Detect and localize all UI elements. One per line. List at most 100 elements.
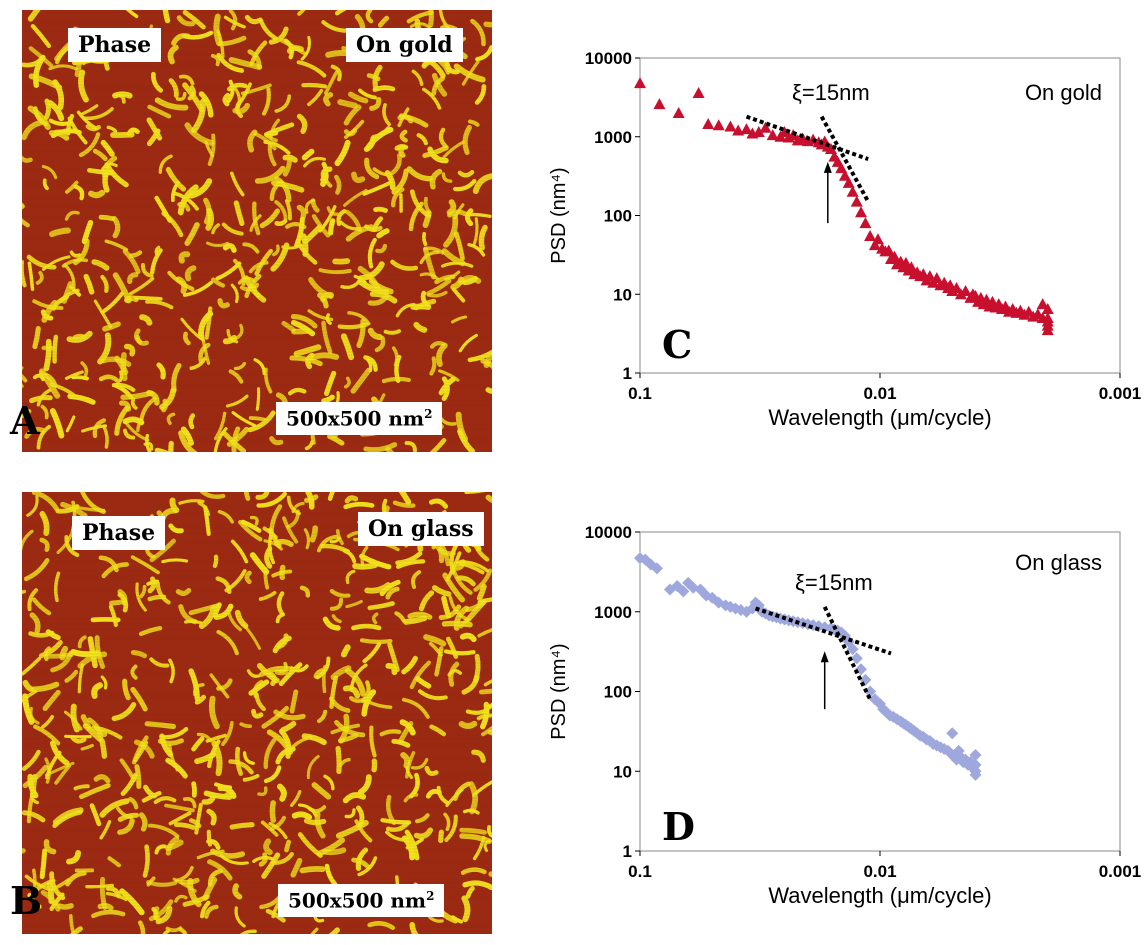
data-point	[634, 77, 646, 88]
afm-domain	[468, 888, 472, 896]
phase-label-a: Phase	[68, 28, 161, 62]
afm-domain	[164, 213, 182, 235]
afm-domain	[305, 530, 308, 548]
afm-domain	[22, 207, 28, 225]
afm-domain	[163, 729, 186, 737]
afm-domain	[304, 236, 306, 254]
afm-domain	[308, 756, 318, 777]
afm-domain	[76, 786, 88, 788]
substrate-label-a: On gold	[346, 28, 463, 62]
afm-domain	[83, 106, 97, 114]
afm-domain	[156, 798, 175, 802]
scale-label-b: 500x500 nm2	[278, 884, 444, 917]
xi-annotation: ξ=15nm	[792, 80, 870, 105]
afm-domain	[327, 866, 335, 884]
afm-domain	[73, 377, 87, 378]
afm-domain	[123, 775, 135, 793]
afm-domain	[130, 275, 136, 282]
afm-domain	[328, 53, 345, 55]
afm-domain	[308, 492, 312, 507]
afm-domain	[407, 443, 415, 451]
afm-domain	[32, 615, 38, 631]
afm-domain	[405, 795, 416, 801]
afm-domain	[462, 724, 475, 726]
afm-domain	[292, 792, 300, 806]
arrow-head	[824, 162, 832, 173]
afm-domain	[187, 225, 197, 243]
y-tick-label: 1	[623, 364, 632, 383]
afm-domain	[325, 776, 333, 788]
afm-domain	[174, 366, 179, 391]
afm-domain	[170, 660, 173, 681]
afm-domain	[45, 692, 58, 708]
afm-domain	[184, 33, 211, 38]
y-tick-label: 10000	[585, 49, 632, 68]
afm-domain	[376, 209, 386, 210]
afm-domain	[404, 658, 416, 671]
arrow-head	[821, 651, 829, 662]
afm-domain	[342, 281, 359, 287]
y-tick-label: 100	[604, 683, 632, 702]
afm-domain	[172, 501, 176, 511]
data-point	[946, 727, 958, 739]
afm-domain	[374, 128, 389, 137]
afm-domain	[416, 325, 424, 330]
afm-domain	[474, 780, 492, 795]
afm-domain	[185, 334, 188, 343]
afm-domain	[340, 102, 355, 105]
data-point	[702, 118, 714, 129]
data-point	[864, 230, 876, 241]
afm-domain	[28, 497, 37, 516]
afm-domain	[472, 21, 483, 44]
afm-domain	[233, 541, 247, 561]
afm-domain	[394, 348, 397, 365]
afm-domain	[355, 565, 375, 567]
afm-domain	[446, 217, 455, 245]
afm-domain	[22, 531, 32, 553]
afm-domain	[280, 787, 284, 799]
fit-line	[825, 607, 870, 699]
y-tick-label: 1000	[594, 128, 632, 147]
afm-domain	[92, 806, 99, 824]
x-axis-label: Wavelength (μm/cycle)	[768, 883, 991, 908]
panel-letter: D	[662, 804, 695, 849]
afm-domain	[76, 187, 82, 199]
afm-domain	[186, 621, 201, 622]
afm-domain	[426, 637, 443, 644]
afm-domain	[465, 128, 469, 153]
substrate-annotation: On glass	[1015, 550, 1102, 575]
afm-domain	[344, 336, 351, 357]
y-axis-label: PSD (nm⁴)	[548, 643, 570, 739]
afm-domain	[22, 851, 23, 855]
data-point	[673, 107, 685, 118]
afm-domain	[114, 705, 133, 719]
afm-domain	[227, 396, 247, 406]
x-tick-label: 0.01	[863, 384, 896, 403]
afm-domain	[125, 681, 129, 698]
afm-domain	[443, 263, 472, 266]
afm-domain	[120, 821, 132, 833]
afm-domain	[212, 699, 217, 727]
afm-domain	[34, 600, 49, 613]
afm-domain	[455, 181, 474, 189]
afm-domain	[327, 373, 334, 393]
afm-domain	[250, 132, 255, 150]
afm-domain	[108, 127, 115, 131]
afm-domain	[346, 378, 349, 386]
afm-domain	[53, 411, 62, 436]
afm-domain	[50, 884, 52, 901]
afm-domain	[213, 280, 223, 286]
afm-domain	[114, 219, 117, 236]
afm-texture-a	[22, 10, 492, 452]
afm-domain	[394, 741, 408, 745]
afm-domain	[68, 873, 85, 884]
xi-annotation: ξ=15nm	[795, 570, 873, 595]
afm-domain	[264, 89, 269, 113]
afm-domain	[218, 632, 237, 653]
afm-domain	[468, 215, 490, 217]
afm-domain	[66, 736, 90, 737]
afm-domain	[456, 234, 462, 259]
afm-domain	[412, 925, 421, 934]
afm-domain	[42, 540, 48, 550]
afm-domain	[247, 17, 260, 21]
